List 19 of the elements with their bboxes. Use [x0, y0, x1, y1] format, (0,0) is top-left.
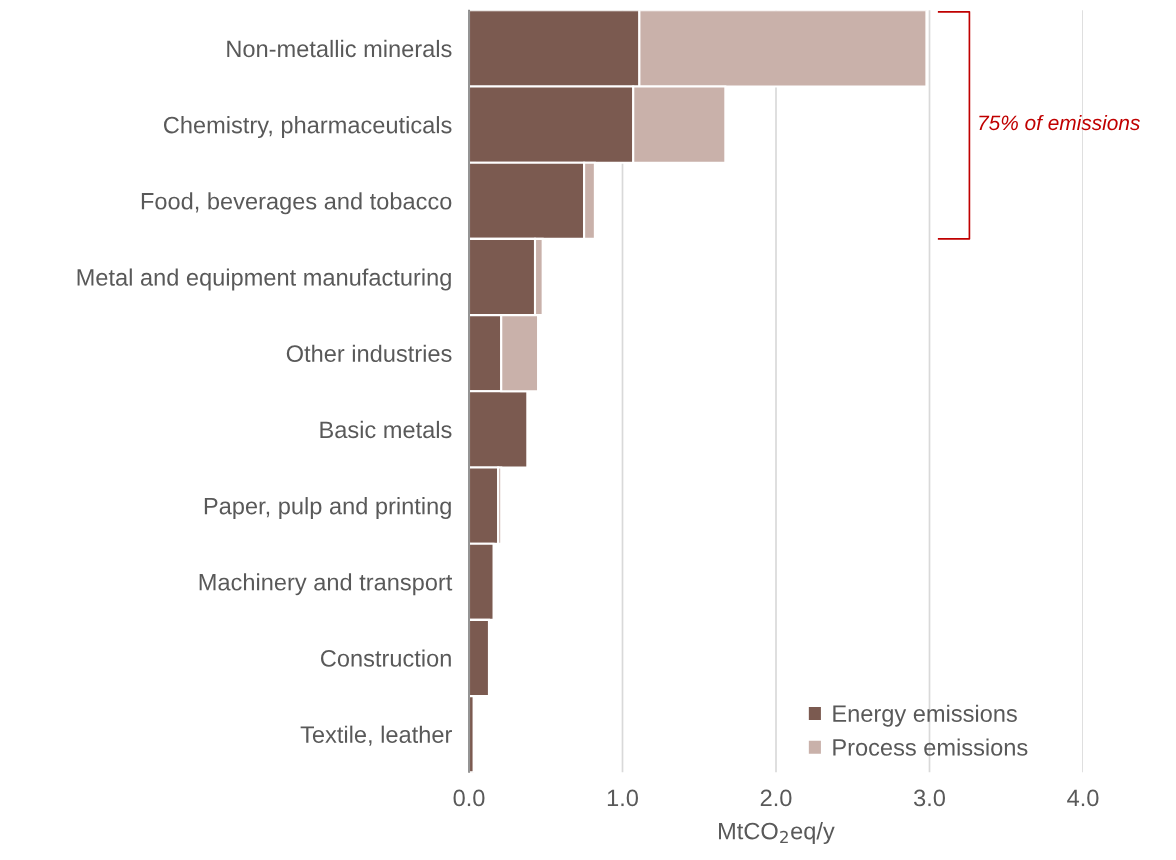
- x-tick-label: 0.0: [453, 789, 485, 807]
- x-tick-label: 2.0: [760, 789, 792, 807]
- y-tick-label: Machinery and transport: [199, 573, 453, 596]
- legend-label: Energy emissions: [833, 704, 1017, 727]
- annotation: 75% of emissions: [979, 114, 1140, 131]
- y-tick-label: Other industries: [286, 344, 452, 362]
- y-tick-label: Paper, pulp and printing: [204, 497, 451, 520]
- y-tick-label: Chemistry, pharmaceuticals: [163, 116, 452, 139]
- x-tick-label: 1.0: [607, 789, 638, 807]
- x-tick-label: 3.0: [913, 789, 945, 807]
- y-tick-label: Food, beverages and tobacco: [141, 192, 452, 215]
- legend-label: Process emissions: [833, 738, 1028, 756]
- y-tick-label: Metal and equipment manufacturing: [77, 268, 451, 291]
- y-tick-label: Basic metals: [320, 420, 452, 439]
- y-tick-label: Non-metallic minerals: [227, 39, 452, 58]
- x-axis-title: MtCO$_{2}$eq/y: [719, 822, 835, 845]
- y-tick-label: Construction: [320, 649, 451, 667]
- y-tick-label: Textile, leather: [300, 725, 452, 746]
- x-tick-label: 4.0: [1067, 789, 1099, 807]
